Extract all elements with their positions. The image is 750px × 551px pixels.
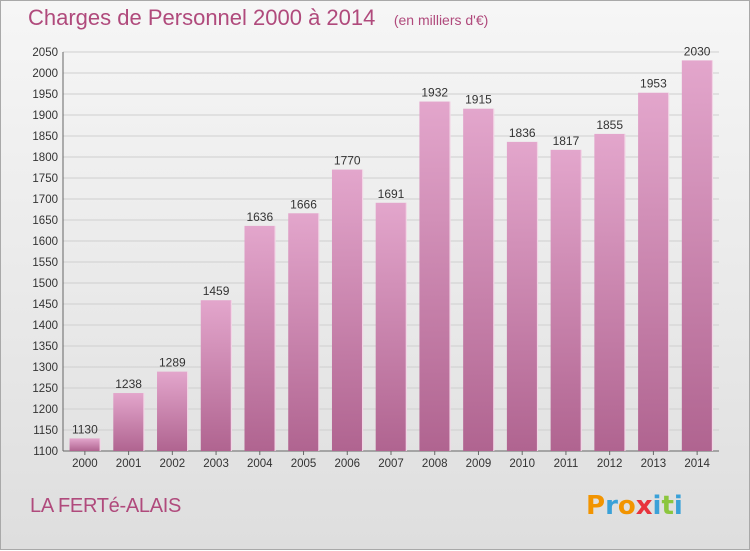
bar xyxy=(244,225,276,451)
bars xyxy=(69,60,714,452)
data-label: 1666 xyxy=(290,197,317,211)
data-label: 1459 xyxy=(203,284,230,298)
bar xyxy=(375,202,407,451)
y-tick-label: 1200 xyxy=(32,404,58,416)
x-tick-label: 2005 xyxy=(291,458,317,470)
data-label: 1130 xyxy=(72,422,98,436)
y-tick-label: 1700 xyxy=(32,194,58,206)
bar xyxy=(157,371,188,451)
y-tick-label: 1400 xyxy=(32,320,58,332)
brand-logo-letter: i xyxy=(652,491,662,521)
y-tick-label: 1900 xyxy=(32,110,58,122)
brand-logo: Proxiti xyxy=(586,491,683,521)
y-tick-label: 1550 xyxy=(32,257,58,269)
bar xyxy=(638,92,669,452)
bar xyxy=(69,438,101,451)
data-label: 1915 xyxy=(465,93,492,107)
data-label: 1817 xyxy=(553,134,580,148)
y-tick-label: 1300 xyxy=(32,362,58,374)
bar xyxy=(288,213,319,451)
data-label: 1636 xyxy=(246,210,273,224)
data-label: 1770 xyxy=(334,154,361,168)
brand-logo-letter: r xyxy=(605,491,618,521)
brand-logo-letter: o xyxy=(617,491,636,521)
x-tick-label: 2001 xyxy=(116,458,142,470)
y-tick-label: 1850 xyxy=(32,131,58,143)
bar xyxy=(681,60,713,452)
data-label: 1855 xyxy=(596,118,623,132)
x-tick-label: 2006 xyxy=(334,458,360,470)
x-tick-label: 2014 xyxy=(684,458,710,470)
y-tick-label: 2050 xyxy=(32,47,58,59)
x-tick-label: 2012 xyxy=(597,458,623,470)
y-tick-label: 1500 xyxy=(32,278,58,290)
brand-logo-letter: P xyxy=(586,491,606,521)
brand-logo-letter: x xyxy=(635,491,653,521)
y-tick-label: 1250 xyxy=(32,383,58,395)
x-tick-label: 2003 xyxy=(203,458,229,470)
bar xyxy=(200,300,232,451)
x-tick-label: 2008 xyxy=(422,458,448,470)
title-row: Charges de Personnel 2000 à 2014 (en mil… xyxy=(28,5,488,31)
bar xyxy=(550,149,582,452)
y-tick-label: 1450 xyxy=(32,299,58,311)
brand-logo-letter: t xyxy=(661,491,674,521)
x-tick-label: 2011 xyxy=(554,458,579,470)
y-tick-label: 1950 xyxy=(32,89,58,101)
bar xyxy=(594,133,625,451)
bar xyxy=(419,101,451,451)
location-label: LA FERTé-ALAIS xyxy=(30,495,182,517)
y-tick-label: 1100 xyxy=(33,446,58,458)
bar xyxy=(331,169,363,451)
y-tick-label: 1600 xyxy=(32,236,58,248)
y-tick-label: 1800 xyxy=(32,152,58,164)
x-tick-label: 2013 xyxy=(641,458,667,470)
x-tick-label: 2000 xyxy=(72,458,98,470)
x-tick-label: 2007 xyxy=(378,458,404,470)
y-tick-label: 2000 xyxy=(32,68,58,80)
data-labels: 1130 1238 1289 1459 1636 1666 1770 1691 1932 1915… xyxy=(72,44,711,436)
bar xyxy=(463,108,494,451)
x-tick-label: 2004 xyxy=(247,458,273,470)
chart-title: Charges de Personnel 2000 à 2014 xyxy=(28,5,376,30)
y-tick-label: 1150 xyxy=(33,425,58,437)
data-label: 1691 xyxy=(378,187,405,201)
bar xyxy=(113,393,144,451)
chart-subtitle: (en milliers d'€) xyxy=(393,12,489,28)
y-tick-labels: 1100 1150 1200 1250 1300 1350 1400 1450 1500 1550… xyxy=(32,47,58,458)
data-label: 1953 xyxy=(640,77,667,91)
x-tick-label: 2002 xyxy=(160,458,186,470)
data-label: 1238 xyxy=(115,377,142,391)
x-tick-labels: 2000 2001 2002 2003 2004 2005 2006 2007 2008 2009… xyxy=(72,458,710,470)
data-label: 1932 xyxy=(421,86,448,100)
y-tick-label: 1350 xyxy=(32,341,58,353)
y-tick-label: 1750 xyxy=(32,173,58,185)
data-label: 2030 xyxy=(684,44,711,58)
brand-logo-letter: i xyxy=(673,491,683,521)
data-label: 1289 xyxy=(159,356,186,370)
data-label: 1836 xyxy=(509,126,536,140)
bar xyxy=(506,141,538,451)
x-tick-label: 2010 xyxy=(509,458,535,470)
x-tick-label: 2009 xyxy=(466,458,492,470)
y-tick-label: 1650 xyxy=(32,215,58,227)
